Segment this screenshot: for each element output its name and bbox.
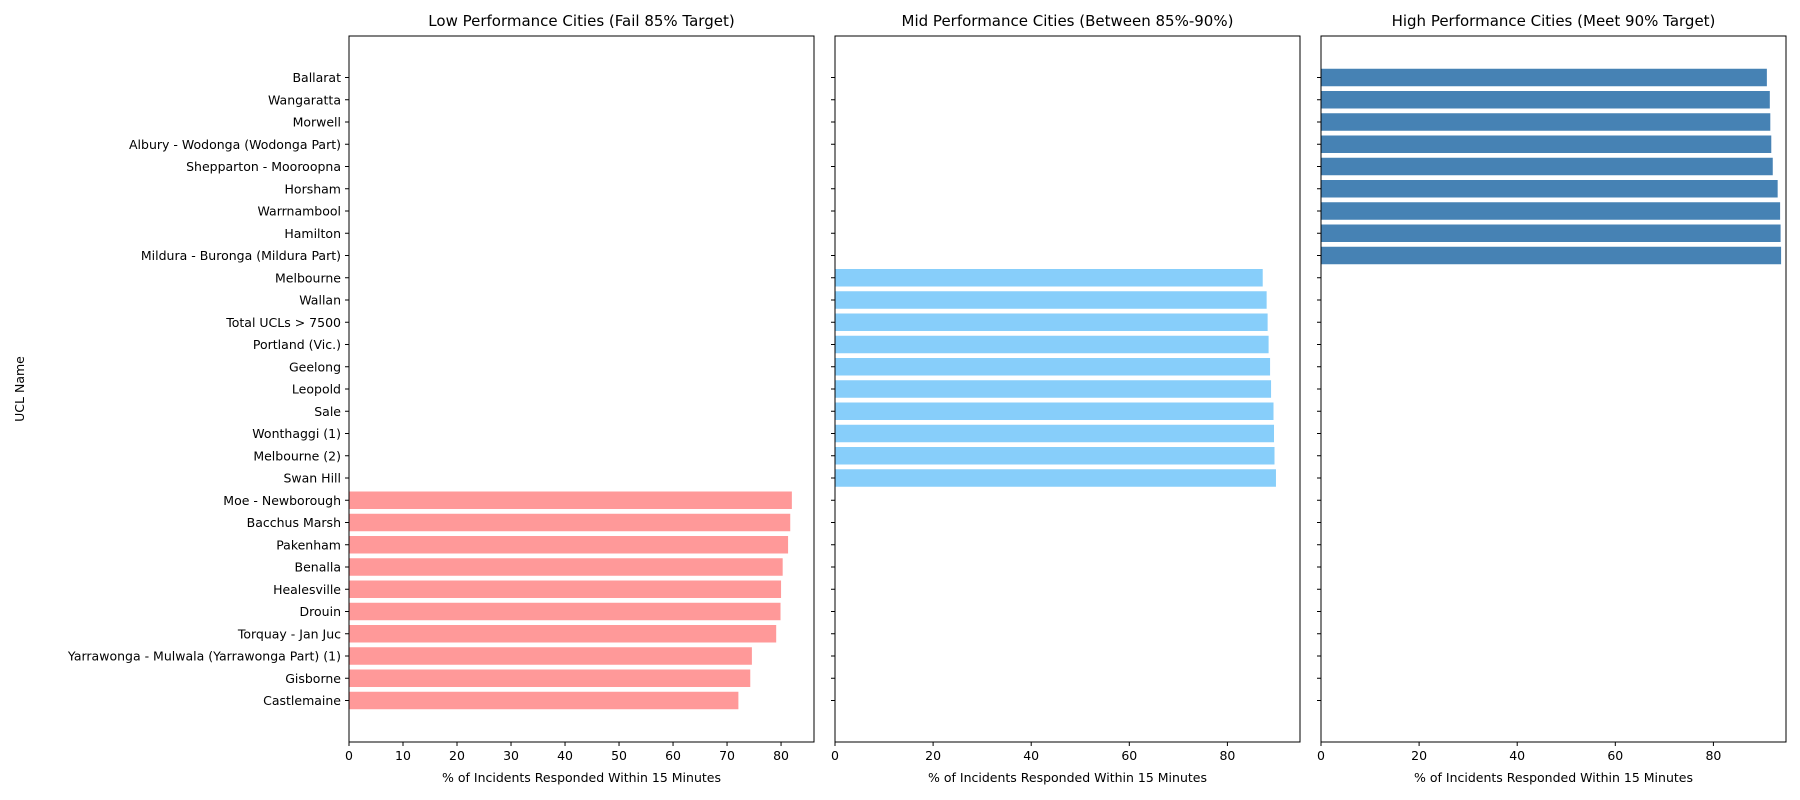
ytick-label-yarrawonga-mulwala-yarrawonga-part-1: Yarrawonga - Mulwala (Yarrawonga Part) (… (67, 649, 341, 664)
panel-3-xtick-label: 80 (1705, 748, 1721, 763)
panel-1-xtick-label: 70 (719, 748, 735, 763)
ytick-label-hamilton: Hamilton (284, 226, 341, 241)
panel-3-xtick-label: 0 (1317, 748, 1325, 763)
panel-3-xtick-label: 40 (1509, 748, 1525, 763)
panel-3-xtick-label: 20 (1411, 748, 1427, 763)
panel-2-bar-melbourne-2 (835, 447, 1275, 465)
panel-1-xtick-label: 30 (503, 748, 519, 763)
y-axis-label: UCL Name (12, 356, 27, 422)
panel-1-bar-benalla (349, 558, 783, 576)
panel-3-xtick-label: 60 (1607, 748, 1623, 763)
ytick-label-albury-wodonga-wodonga-part: Albury - Wodonga (Wodonga Part) (129, 137, 341, 152)
ytick-label-benalla: Benalla (295, 560, 341, 575)
panel-3-bar-hamilton (1321, 224, 1781, 242)
panel-3-bar-warrnambool (1321, 202, 1781, 220)
panel-2-bar-swan-hill (835, 469, 1276, 487)
panel-3-bar-wangaratta (1321, 91, 1770, 109)
panel-3-bar-mildura-buronga-mildura-part (1321, 246, 1782, 265)
ytick-label-swan-hill: Swan Hill (283, 471, 341, 486)
panel-1-x-axis-label: % of Incidents Responded Within 15 Minut… (442, 770, 721, 785)
panel-3-bar-ballarat (1321, 68, 1767, 87)
panel-2-bar-melbourne (835, 269, 1263, 287)
ytick-label-portland-vic: Portland (Vic.) (253, 337, 341, 352)
ytick-label-moe-newborough: Moe - Newborough (223, 493, 341, 508)
panel-2-bar-wallan (835, 291, 1267, 309)
panel-1-bar-moe-newborough (349, 491, 792, 509)
panel-2-xtick-label: 0 (831, 748, 839, 763)
ytick-label-horsham: Horsham (285, 181, 341, 196)
ytick-label-castlemaine: Castlemaine (263, 693, 341, 708)
panel-3-bar-horsham (1321, 180, 1778, 198)
panel-1-bar-healesville (349, 580, 782, 598)
panel-1-xtick-label: 40 (557, 748, 573, 763)
panel-1-xtick-label: 80 (773, 748, 789, 763)
ytick-label-healesville: Healesville (273, 582, 341, 597)
panel-1-xtick-label: 0 (345, 748, 353, 763)
panel-1-xtick-label: 60 (665, 748, 681, 763)
panel-1-xtick-label: 20 (449, 748, 465, 763)
panel-2-bar-total-ucls-7500 (835, 313, 1268, 331)
ytick-label-warrnambool: Warrnambool (257, 204, 341, 219)
ytick-label-total-ucls-7500: Total UCLs > 7500 (225, 315, 341, 330)
panel-2-xtick-label: 80 (1219, 748, 1235, 763)
panel-1-bar-bacchus-marsh (349, 513, 791, 532)
panel-2-xtick-label: 20 (925, 748, 941, 763)
ytick-label-wallan: Wallan (299, 293, 341, 308)
ytick-label-wangaratta: Wangaratta (268, 92, 341, 107)
panel-3-bar-shepparton-mooroopna (1321, 157, 1773, 176)
panel-2-xtick-label: 40 (1023, 748, 1039, 763)
panel-3-title: High Performance Cities (Meet 90% Target… (1392, 12, 1716, 30)
panel-1-title: Low Performance Cities (Fail 85% Target) (428, 12, 734, 30)
panel-1-bar-drouin (349, 602, 781, 621)
ytick-label-torquay-jan-juc: Torquay - Jan Juc (237, 626, 341, 641)
panel-1-xtick-label: 50 (611, 748, 627, 763)
panel-2-bar-sale (835, 402, 1274, 420)
ytick-label-gisborne: Gisborne (285, 671, 341, 686)
panel-3-bar-morwell (1321, 113, 1771, 131)
ytick-label-geelong: Geelong (289, 359, 341, 374)
ytick-label-drouin: Drouin (300, 604, 341, 619)
panel-1-xtick-label: 10 (395, 748, 411, 763)
panel-1-bar-castlemaine (349, 691, 739, 710)
panel-2-x-axis-label: % of Incidents Responded Within 15 Minut… (928, 770, 1207, 785)
ytick-label-pakenham: Pakenham (276, 537, 341, 552)
panel-1-bar-pakenham (349, 536, 789, 554)
ytick-label-melbourne-2: Melbourne (2) (253, 448, 341, 463)
ytick-label-shepparton-mooroopna: Shepparton - Mooroopna (186, 159, 341, 174)
panel-1-bar-gisborne (349, 669, 751, 687)
ytick-label-morwell: Morwell (293, 115, 341, 130)
panel-2-bar-wonthaggi-1 (835, 424, 1275, 443)
ytick-label-bacchus-marsh: Bacchus Marsh (247, 515, 341, 530)
panel-3-bar-albury-wodonga-wodonga-part (1321, 135, 1772, 153)
panel-2-xtick-label: 60 (1121, 748, 1137, 763)
panel-2-bar-geelong (835, 358, 1271, 376)
ytick-label-leopold: Leopold (292, 382, 341, 397)
panel-3-x-axis-label: % of Incidents Responded Within 15 Minut… (1414, 770, 1693, 785)
panel-2-bar-leopold (835, 380, 1272, 398)
ytick-label-melbourne: Melbourne (275, 270, 341, 285)
ytick-label-mildura-buronga-mildura-part: Mildura - Buronga (Mildura Part) (141, 248, 341, 263)
ytick-label-sale: Sale (314, 404, 341, 419)
panel-2-bar-portland-vic (835, 335, 1269, 354)
panel-2-title: Mid Performance Cities (Between 85%-90%) (902, 12, 1234, 30)
ytick-label-wonthaggi-1: Wonthaggi (1) (252, 426, 341, 441)
panel-1-bar-yarrawonga-mulwala-yarrawonga-part-1 (349, 647, 752, 665)
ytick-label-ballarat: Ballarat (292, 70, 341, 85)
panel-1-bar-torquay-jan-juc (349, 625, 777, 643)
